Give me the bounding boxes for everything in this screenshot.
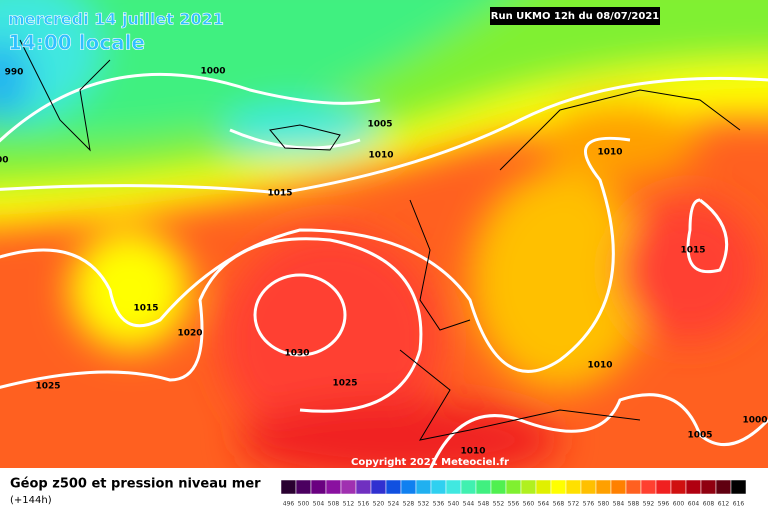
colorbar-cell (670, 479, 687, 495)
colorbar-cell (310, 479, 327, 495)
colorbar-label: 524 (388, 501, 400, 508)
colorbar-cell (610, 479, 627, 495)
isobar-label: 1000 (742, 416, 767, 426)
colorbar-label: 568 (553, 501, 565, 508)
isobar-label: 1030 (284, 349, 309, 359)
colorbar-cell (415, 479, 432, 495)
colorbar-label: 564 (538, 501, 550, 508)
colorbar-cell (700, 479, 717, 495)
colorbar-label: 512 (343, 501, 355, 508)
colorbar-cell (550, 479, 567, 495)
isobar-label: 1020 (177, 329, 202, 339)
colorbar-label: 604 (688, 501, 700, 508)
colorbar-label: 496 (283, 501, 295, 508)
colorbar-label: 572 (568, 501, 580, 508)
colorbar-cell (640, 479, 657, 495)
run-label: Run UKMO 12h du 08/07/2021 (491, 11, 660, 22)
colorbar-label: 556 (508, 501, 520, 508)
colorbar-cell (475, 479, 492, 495)
colorbar-label: 588 (628, 501, 640, 508)
colorbar-label: 528 (403, 501, 415, 508)
colorbar-cell (385, 479, 402, 495)
colorbar-cell (520, 479, 537, 495)
colorbar-label: 552 (493, 501, 505, 508)
colorbar-label: 560 (523, 501, 535, 508)
colorbar-cell (400, 479, 417, 495)
colorbar-cell (595, 479, 612, 495)
colorbar-cell (370, 479, 387, 495)
colorbar-label: 532 (418, 501, 430, 508)
colorbar-cell (505, 479, 522, 495)
colorbar-cell (445, 479, 462, 495)
run-box (490, 7, 660, 25)
colorbar-cell (430, 479, 447, 495)
isobar-label: 1010 (368, 151, 393, 161)
colorbar-label: 584 (613, 501, 625, 508)
colorbar-cell (295, 479, 312, 495)
colorbar-label: 548 (478, 501, 490, 508)
colorbar-cell (280, 479, 297, 495)
isobar-label: 1000 (200, 67, 225, 77)
copyright: Copyright 2021 Meteociel.fr (351, 457, 509, 468)
colorbar-cell (625, 479, 642, 495)
colorbar-cell (655, 479, 672, 495)
colorbar-cell (685, 479, 702, 495)
isobar-label: 1015 (267, 189, 292, 199)
colorbar-cell (580, 479, 597, 495)
isobar-label: 1025 (332, 379, 357, 389)
isobars (0, 72, 768, 468)
colorbar-label: 600 (673, 501, 685, 508)
colorbar-label: 508 (328, 501, 340, 508)
colorbar-label: 504 (313, 501, 325, 508)
colorbar-label: 544 (463, 501, 475, 508)
colorbar-cell (730, 479, 747, 495)
footer-title: Géop z500 et pression niveau mer (10, 477, 261, 492)
isobar-label: 1005 (687, 431, 712, 441)
isobar-label: 1025 (35, 382, 60, 392)
colorbar-label: 580 (598, 501, 610, 508)
colorbar-label: 536 (433, 501, 445, 508)
field (0, 0, 768, 468)
colorbar-cell (325, 479, 342, 495)
isobar-label: 1015 (680, 246, 705, 256)
footer-lead: (+144h) (10, 495, 52, 506)
isobar-label: 990 (5, 68, 24, 78)
colorbar-label: 540 (448, 501, 460, 508)
colorbar-label: 596 (658, 501, 670, 508)
isobar-label: 1015 (133, 304, 158, 314)
isobar-label: 1000 (0, 156, 9, 166)
colorbar-cell (565, 479, 582, 495)
colorbar-cell (460, 479, 477, 495)
colorbar-cell (535, 479, 552, 495)
colorbar-cell (715, 479, 732, 495)
colorbar-label: 576 (583, 501, 595, 508)
isobar-label: 1005 (367, 120, 392, 130)
colorbar-cell (355, 479, 372, 495)
isobar-label: 1010 (597, 148, 622, 158)
colorbar-label: 616 (733, 501, 745, 508)
time-label: 14:00 locale (8, 31, 145, 55)
colorbar-cell (490, 479, 507, 495)
colorbar-label: 592 (643, 501, 655, 508)
coastlines (19, 39, 741, 441)
colorbar-label: 608 (703, 501, 715, 508)
colorbar-label: 516 (358, 501, 370, 508)
colorbar-label: 500 (298, 501, 310, 508)
colorbar-label: 520 (373, 501, 385, 508)
date-label: mercredi 14 juillet 2021 (8, 10, 224, 29)
colorbar-cell (340, 479, 357, 495)
colorbar-label: 612 (718, 501, 730, 508)
isobar-label: 1010 (587, 361, 612, 371)
isobar-label: 1010 (460, 447, 485, 457)
